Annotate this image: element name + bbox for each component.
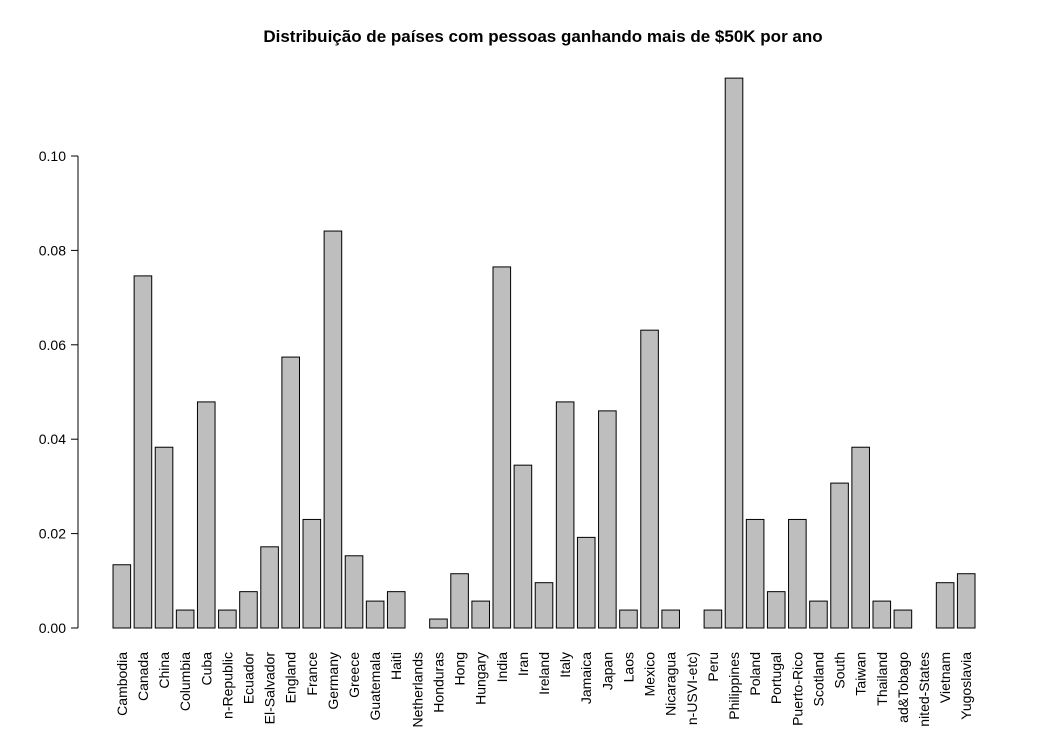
bar <box>576 536 596 629</box>
x-tick-label: Poland <box>747 652 763 696</box>
x-tick-label: Taiwan <box>853 652 869 696</box>
bar <box>555 401 575 629</box>
bar <box>429 618 448 629</box>
bar <box>154 446 174 629</box>
x-tick-label: India <box>494 652 510 683</box>
bar <box>281 356 300 629</box>
bar <box>788 518 807 629</box>
bar <box>344 555 364 629</box>
bar <box>935 582 955 629</box>
y-tick-label: 0.00 <box>39 620 66 636</box>
x-tick-label: Haiti <box>388 652 404 680</box>
bar <box>239 591 258 629</box>
bar <box>534 582 554 629</box>
x-tick-label: n-USVI-etc) <box>684 652 700 725</box>
bar <box>703 609 723 629</box>
bar <box>365 600 385 629</box>
x-tick-label: Greece <box>346 652 362 698</box>
bar <box>133 275 153 629</box>
bar <box>196 401 216 629</box>
x-tick-label: Columbia <box>177 652 193 711</box>
x-tick-label: Honduras <box>430 652 446 713</box>
bar <box>893 609 913 629</box>
bar <box>766 591 786 629</box>
x-tick-label: Puerto-Rico <box>789 652 805 726</box>
bar <box>492 266 512 629</box>
x-tick-label: Philippines <box>726 652 742 720</box>
x-tick-label: South <box>832 652 848 689</box>
x-tick-label: Cuba <box>198 652 214 686</box>
bar <box>640 329 659 629</box>
x-tick-label: Cambodia <box>114 652 130 716</box>
bar <box>302 518 322 629</box>
x-tick-label: Hong <box>452 652 468 685</box>
y-tick-label: 0.02 <box>39 526 66 542</box>
x-tick-label: Netherlands <box>409 652 425 728</box>
x-tick-label: Portugal <box>768 652 784 704</box>
x-tick-label: n-Republic <box>219 652 235 719</box>
bar <box>260 546 279 629</box>
y-tick-label: 0.04 <box>39 431 66 447</box>
y-tick-label: 0.10 <box>39 148 66 164</box>
chart-title: Distribuição de países com pessoas ganha… <box>263 27 822 46</box>
x-tick-label: Laos <box>620 652 636 682</box>
x-tick-label: Vietnam <box>937 652 953 703</box>
x-tick-label: China <box>156 652 172 689</box>
bar <box>513 464 533 629</box>
bar <box>956 573 976 629</box>
x-tick-label: Guatemala <box>367 652 383 721</box>
x-tick-label: Hungary <box>473 652 489 705</box>
bar <box>872 600 892 629</box>
x-tick-label: ad&Tobago <box>895 652 911 723</box>
x-tick-label: Nicaragua <box>663 652 679 716</box>
bar <box>218 609 237 629</box>
x-tick-label: Italy <box>557 652 573 678</box>
x-tick-label: Thailand <box>874 652 890 706</box>
y-tick-label: 0.08 <box>39 242 66 258</box>
x-tick-label: Mexico <box>642 652 658 697</box>
x-tick-label: Germany <box>325 652 341 710</box>
bar <box>851 446 870 629</box>
x-tick-label: nited-States <box>916 652 932 727</box>
x-tick-label: Jamaica <box>578 652 594 704</box>
x-tick-label: El-Salvador <box>262 652 278 725</box>
bar <box>450 573 469 629</box>
x-tick-label: Ecuador <box>240 652 256 704</box>
y-tick-label: 0.06 <box>39 337 66 353</box>
x-tick-label: Yugoslavia <box>958 652 974 720</box>
bar <box>386 591 406 629</box>
x-tick-label: Canada <box>135 652 151 701</box>
bar <box>471 600 490 629</box>
bar <box>619 609 638 629</box>
bar <box>661 609 680 629</box>
x-tick-label: Iran <box>515 652 531 676</box>
x-tick-label: Ireland <box>536 652 552 695</box>
x-tick-label: England <box>283 652 299 703</box>
bar <box>323 230 343 629</box>
bar <box>598 410 617 629</box>
bar <box>724 77 744 629</box>
x-tick-label: Japan <box>599 652 615 690</box>
bar <box>112 564 132 629</box>
x-tick-label: Scotland <box>810 652 826 706</box>
bar <box>175 609 195 629</box>
x-tick-label: Peru <box>705 652 721 682</box>
x-tick-label: France <box>304 652 320 696</box>
bar <box>830 482 849 629</box>
bar <box>809 600 828 629</box>
bar <box>745 518 765 629</box>
